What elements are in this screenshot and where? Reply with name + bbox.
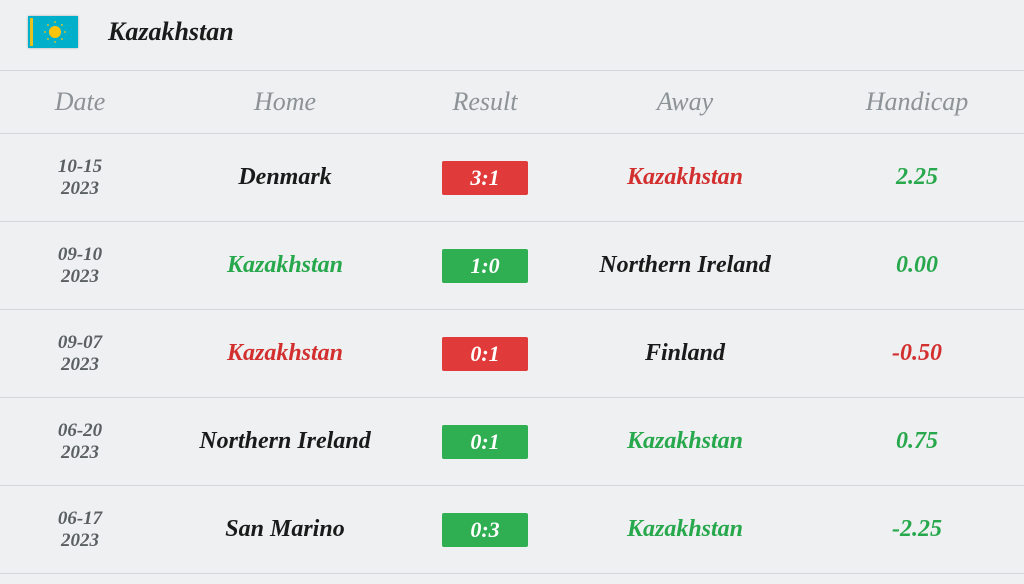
results-table: Date Home Result Away Handicap 10-152023… — [0, 70, 1024, 574]
cell-date: 09-102023 — [0, 244, 160, 288]
date-month-day: 09-07 — [0, 332, 160, 354]
table-row[interactable]: 09-102023Kazakhstan 1:0 Northern Ireland0.… — [0, 222, 1024, 310]
date-year: 2023 — [0, 354, 160, 376]
result-badge: 3:1 — [442, 161, 528, 195]
country-title: Kazakhstan — [108, 17, 234, 47]
cell-home-team: Kazakhstan — [160, 340, 410, 367]
date-month-day: 06-17 — [0, 508, 160, 530]
cell-date: 06-172023 — [0, 508, 160, 552]
col-header-date: Date — [0, 87, 160, 117]
cell-away-team: Kazakhstan — [560, 164, 810, 191]
cell-handicap: 0.75 — [810, 428, 1024, 455]
date-year: 2023 — [0, 530, 160, 552]
cell-result: 3:1 — [410, 161, 560, 195]
cell-home-team: Northern Ireland — [160, 428, 410, 455]
table-row[interactable]: 09-072023Kazakhstan 0:1 Finland-0.50 — [0, 310, 1024, 398]
date-year: 2023 — [0, 442, 160, 464]
date-month-day: 09-10 — [0, 244, 160, 266]
cell-handicap: 0.00 — [810, 252, 1024, 279]
col-header-home: Home — [160, 87, 410, 117]
result-badge: 0:1 — [442, 425, 528, 459]
table-row[interactable]: 06-172023San Marino 0:3 Kazakhstan-2.25 — [0, 486, 1024, 574]
cell-home-team: Denmark — [160, 164, 410, 191]
result-badge: 1:0 — [442, 249, 528, 283]
cell-result: 0:1 — [410, 337, 560, 371]
cell-home-team: Kazakhstan — [160, 252, 410, 279]
table-header-row: Date Home Result Away Handicap — [0, 70, 1024, 134]
table-row[interactable]: 10-152023Denmark 3:1 Kazakhstan2.25 — [0, 134, 1024, 222]
flag-icon — [28, 16, 78, 48]
cell-handicap: -2.25 — [810, 516, 1024, 543]
cell-away-team: Northern Ireland — [560, 252, 810, 279]
cell-date: 06-202023 — [0, 420, 160, 464]
cell-result: 1:0 — [410, 249, 560, 283]
cell-home-team: San Marino — [160, 516, 410, 543]
col-header-result: Result — [410, 87, 560, 117]
cell-result: 0:1 — [410, 425, 560, 459]
col-header-away: Away — [560, 87, 810, 117]
team-header: Kazakhstan — [0, 0, 1024, 70]
cell-handicap: 2.25 — [810, 164, 1024, 191]
date-month-day: 06-20 — [0, 420, 160, 442]
table-row[interactable]: 06-202023Northern Ireland 0:1 Kazakhstan0.… — [0, 398, 1024, 486]
result-badge: 0:1 — [442, 337, 528, 371]
result-badge: 0:3 — [442, 513, 528, 547]
date-year: 2023 — [0, 266, 160, 288]
cell-away-team: Kazakhstan — [560, 516, 810, 543]
cell-result: 0:3 — [410, 513, 560, 547]
col-header-handicap: Handicap — [810, 87, 1024, 117]
table-body: 10-152023Denmark3:1Kazakhstan2.2509-1020… — [0, 134, 1024, 574]
cell-handicap: -0.50 — [810, 340, 1024, 367]
date-month-day: 10-15 — [0, 156, 160, 178]
date-year: 2023 — [0, 178, 160, 200]
cell-away-team: Kazakhstan — [560, 428, 810, 455]
cell-date: 09-072023 — [0, 332, 160, 376]
cell-away-team: Finland — [560, 340, 810, 367]
cell-date: 10-152023 — [0, 156, 160, 200]
